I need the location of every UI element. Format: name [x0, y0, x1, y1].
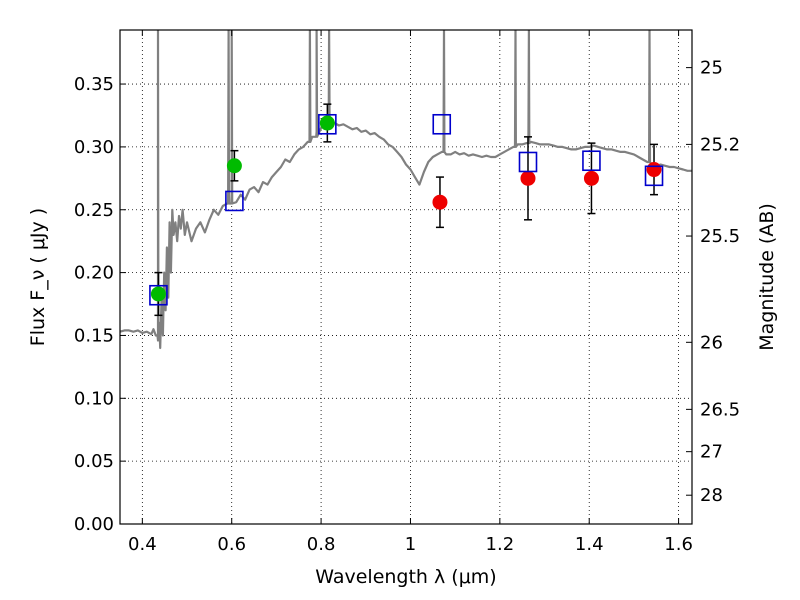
- y-tick-label: 0.10: [74, 388, 114, 409]
- x-tick-label: 0.6: [217, 534, 246, 555]
- y-axis-right-label: Magnitude (AB): [756, 203, 778, 351]
- x-tick-label: 1: [405, 534, 416, 555]
- right-tick-label: 26: [700, 332, 723, 353]
- right-tick-label: 26.5: [700, 399, 740, 420]
- y-axis-label: Flux F_ν ( μJy ): [27, 208, 49, 346]
- plot-frame: [119, 29, 693, 525]
- data-point: [520, 170, 536, 186]
- y-tick-label: 0.35: [74, 74, 114, 95]
- data-point: [226, 158, 242, 174]
- x-tick-label: 0.4: [128, 534, 157, 555]
- plot-area: [120, 30, 692, 350]
- data-point: [583, 170, 599, 186]
- right-tick-label: 25: [700, 58, 723, 79]
- grid-lines: [120, 30, 692, 525]
- data-point: [319, 115, 335, 131]
- y-tick-label: 0.15: [74, 325, 114, 346]
- right-tick-label: 25.5: [700, 226, 740, 247]
- model-point: [318, 113, 337, 135]
- model-point: [225, 190, 244, 212]
- axes: [119, 29, 693, 525]
- x-axis-label: Wavelength λ (μm): [315, 566, 496, 588]
- model-point: [149, 284, 168, 306]
- x-tick-label: 1.4: [575, 534, 604, 555]
- tick-labels: 0.4 0.6 0.8 1 1.2 1.4 1.6 0.00 0.05 0.10 0.15 0.20 0…: [74, 58, 740, 555]
- x-tick-label: 0.8: [307, 534, 336, 555]
- data-point: [150, 286, 166, 302]
- model-point: [518, 151, 538, 173]
- data-point: [646, 162, 662, 178]
- y-tick-label: 0.25: [74, 200, 114, 221]
- right-tick-label: 27: [700, 442, 723, 463]
- spectrum-line: [120, 30, 692, 350]
- y-tick-label: 0.20: [74, 263, 114, 284]
- y-tick-label: 0.05: [74, 451, 114, 472]
- x-tick-label: 1.2: [486, 534, 515, 555]
- model-point: [432, 113, 452, 135]
- y-tick-label: 0.30: [74, 137, 114, 158]
- right-tick-label: 28: [700, 485, 723, 506]
- right-tick-label: 25.2: [700, 134, 740, 155]
- y-tick-label: 0.00: [74, 514, 114, 535]
- model-point: [644, 165, 664, 187]
- model-point: [582, 150, 601, 172]
- x-tick-label: 1.6: [664, 534, 693, 555]
- data-point: [432, 194, 448, 210]
